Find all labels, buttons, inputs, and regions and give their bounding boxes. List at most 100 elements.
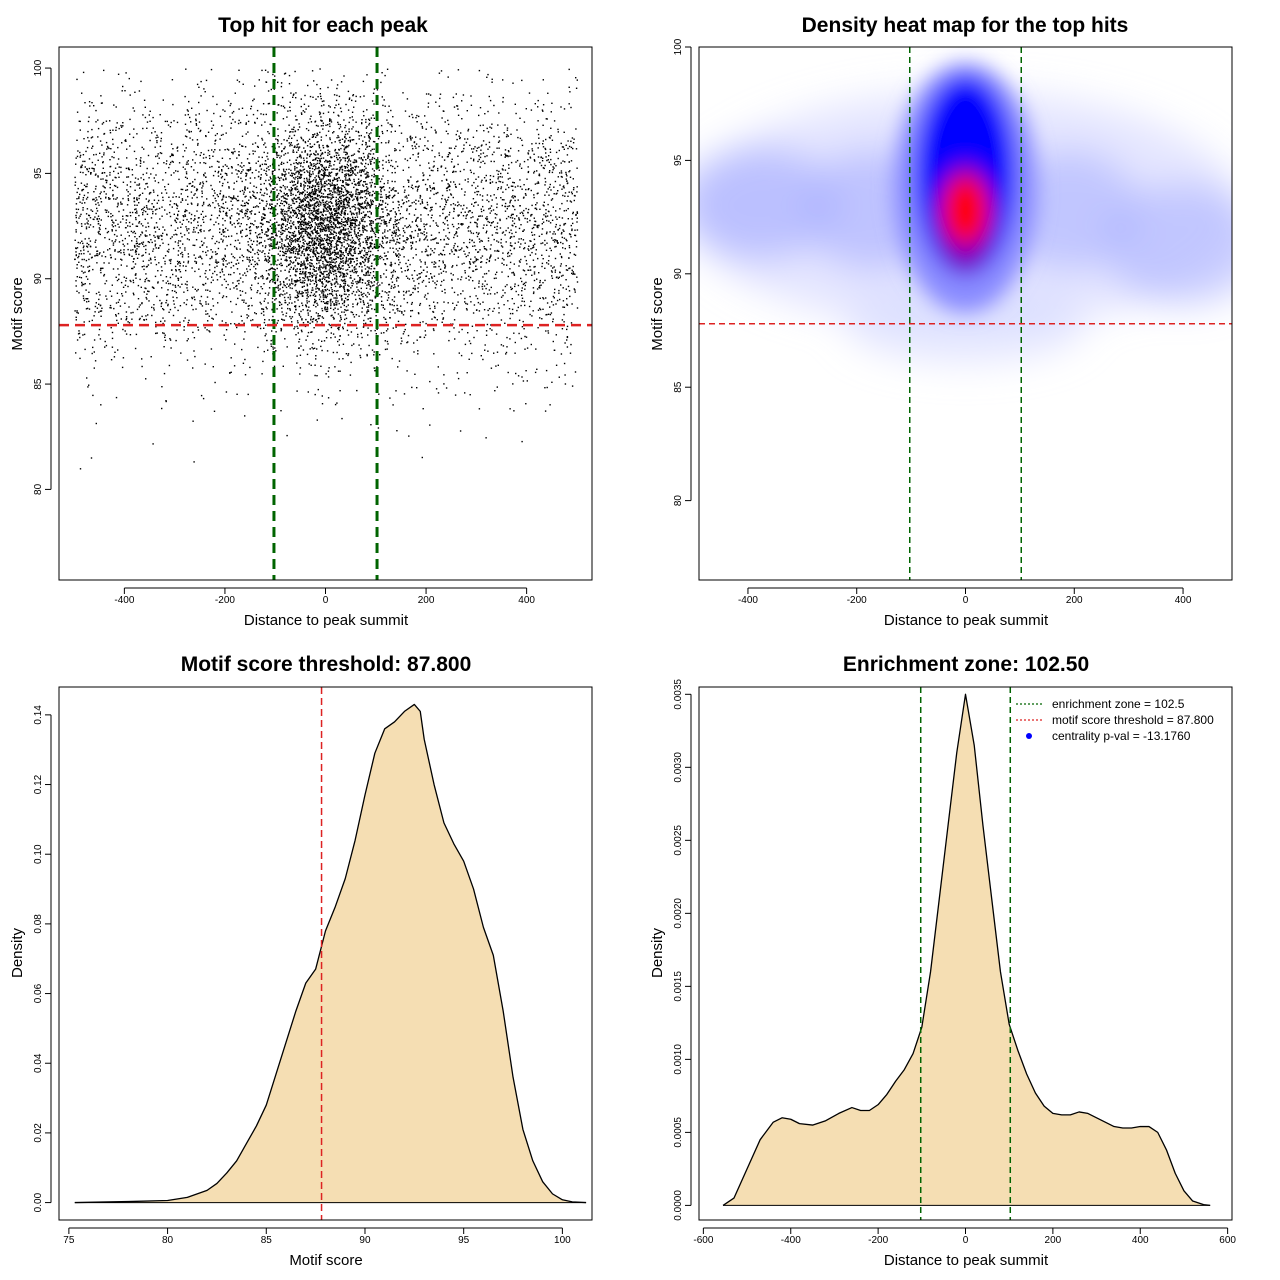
data-point xyxy=(512,205,515,208)
data-point xyxy=(187,113,189,116)
data-point xyxy=(505,188,507,191)
data-point xyxy=(564,161,566,163)
data-point xyxy=(426,271,428,273)
data-point xyxy=(510,288,512,291)
data-point xyxy=(477,185,479,187)
data-point xyxy=(212,305,215,307)
data-point xyxy=(259,327,262,330)
data-point xyxy=(412,147,414,150)
data-point xyxy=(440,165,443,167)
data-point xyxy=(396,241,398,243)
data-point xyxy=(516,159,519,162)
data-point xyxy=(399,261,401,264)
data-point xyxy=(527,152,529,154)
data-point xyxy=(125,215,128,217)
data-point xyxy=(118,250,121,253)
data-point xyxy=(426,239,429,241)
data-point xyxy=(569,170,571,172)
data-point xyxy=(369,191,371,194)
data-point xyxy=(118,241,121,243)
data-point xyxy=(74,310,76,312)
data-point xyxy=(282,280,285,283)
data-point xyxy=(405,262,407,265)
data-point xyxy=(368,175,370,178)
data-point xyxy=(475,201,477,203)
data-point xyxy=(525,370,527,372)
data-point xyxy=(320,95,322,98)
data-point xyxy=(576,191,578,193)
data-point xyxy=(241,229,244,231)
data-point xyxy=(489,293,492,295)
data-point xyxy=(183,329,185,331)
data-point xyxy=(488,308,491,310)
data-point xyxy=(79,336,81,339)
data-point xyxy=(454,242,456,245)
data-point xyxy=(194,218,196,220)
data-point xyxy=(340,81,343,83)
data-point xyxy=(229,217,232,220)
data-point xyxy=(216,103,218,106)
data-point xyxy=(377,427,380,429)
data-point xyxy=(314,255,317,257)
data-point xyxy=(219,211,222,213)
data-point xyxy=(209,157,211,160)
data-point xyxy=(500,154,502,156)
data-point xyxy=(210,249,212,251)
data-point xyxy=(112,268,115,270)
data-point xyxy=(321,403,324,405)
data-point xyxy=(546,242,548,244)
data-point xyxy=(513,302,515,305)
data-point xyxy=(261,69,263,72)
data-point xyxy=(266,278,269,280)
data-point xyxy=(553,241,556,243)
data-point xyxy=(96,210,99,212)
data-point xyxy=(177,263,179,265)
data-point xyxy=(219,231,221,234)
data-point xyxy=(100,95,102,97)
data-point xyxy=(394,150,396,152)
data-point xyxy=(126,157,128,159)
data-point xyxy=(75,163,77,165)
data-point xyxy=(277,142,279,145)
data-point xyxy=(214,251,217,253)
data-point xyxy=(294,235,297,237)
data-point xyxy=(511,298,513,300)
data-point xyxy=(111,284,113,286)
data-point xyxy=(288,74,291,77)
data-point xyxy=(410,186,413,188)
data-point xyxy=(266,308,268,310)
data-point xyxy=(272,346,274,348)
data-point xyxy=(331,265,334,267)
data-point xyxy=(185,189,187,191)
data-point xyxy=(214,192,216,194)
data-point xyxy=(219,115,222,118)
data-point xyxy=(406,140,409,142)
data-point xyxy=(330,303,332,305)
data-point xyxy=(514,341,516,344)
data-point xyxy=(202,250,204,253)
data-point xyxy=(242,256,245,258)
data-point xyxy=(197,203,199,205)
data-point xyxy=(168,166,170,169)
data-point xyxy=(538,173,541,175)
data-point xyxy=(510,286,512,288)
data-point xyxy=(210,348,213,350)
data-point xyxy=(117,172,119,175)
data-point xyxy=(84,160,86,163)
data-point xyxy=(153,191,155,193)
data-point xyxy=(473,158,475,160)
data-point xyxy=(531,148,533,150)
data-point xyxy=(292,184,294,187)
data-point xyxy=(316,134,318,137)
data-point xyxy=(481,179,483,181)
data-point xyxy=(184,123,187,125)
data-point xyxy=(309,194,311,197)
data-point xyxy=(90,137,93,139)
data-point xyxy=(489,248,492,250)
data-point xyxy=(464,272,466,274)
data-point xyxy=(311,242,313,244)
data-point xyxy=(495,333,498,335)
data-point xyxy=(125,291,127,293)
data-point xyxy=(244,215,247,217)
data-point xyxy=(82,266,85,268)
